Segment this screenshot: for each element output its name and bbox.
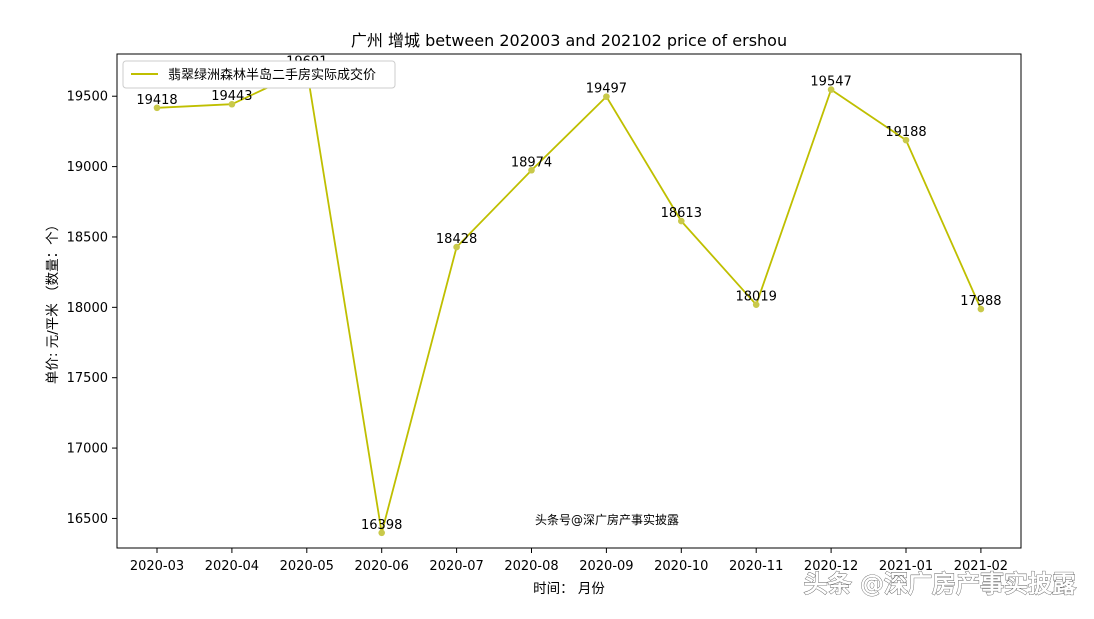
data-label: 18974 [511,155,552,170]
data-label: 18019 [736,290,777,305]
x-tick-label: 2020-12 [804,559,858,574]
x-axis: 2020-03 2020-04 2020-05 2020-06 2020-07 2020-… [130,548,1008,574]
data-point [902,136,910,144]
x-tick-label: 2020-09 [579,559,633,574]
data-point [153,104,161,112]
x-tick-label: 2021-02 [954,559,1008,574]
x-axis-label: 时间： 月份 [533,581,605,597]
legend: 翡翠绿洲森林半岛二手房实际成交价 [122,60,396,89]
y-axis: 16500 17000 17500 18000 18500 19000 19500 [67,90,117,527]
y-tick-label: 17500 [67,371,108,386]
data-label: 18428 [436,232,477,247]
y-tick-label: 19500 [67,90,108,105]
legend-entry-label: 翡翠绿洲森林半岛二手房实际成交价 [168,67,376,83]
data-point [378,529,386,537]
data-label: 19418 [136,93,177,108]
data-point [752,301,760,308]
x-tick-label: 2020-03 [130,559,184,574]
x-tick-label: 2020-05 [280,559,334,574]
x-tick-label: 2020-11 [729,559,783,574]
data-label: 19443 [211,89,252,104]
x-tick-label: 2021-01 [879,559,933,574]
data-label: 19188 [885,125,926,140]
series-line [156,68,982,534]
x-tick-label: 2020-10 [654,559,708,574]
y-tick-label: 19000 [67,160,108,175]
plot-frame [116,53,1022,549]
data-point [603,93,610,100]
chart-title: 广州 增城 between 202003 and 202102 price of… [351,31,787,50]
x-tick-label: 2020-06 [355,559,409,574]
data-label: 19547 [810,75,851,90]
watermark-inline: 头条号@深广房产事实披露 [535,512,679,527]
y-tick-label: 18500 [67,230,108,245]
data-point [977,305,985,313]
data-point [453,243,460,251]
data-point [827,86,835,93]
watermark-corner: 头条 @深广房产事实披露 [804,570,1077,598]
series-layer [153,66,985,537]
data-label: 16398 [361,518,402,533]
x-tick-label: 2020-07 [429,559,483,574]
data-label: 17988 [960,294,1001,309]
legend-box [122,60,396,89]
data-point [528,166,535,174]
x-tick-label: 2020-08 [504,559,558,574]
y-tick-label: 17000 [67,442,108,457]
data-point [678,217,685,225]
x-tick-label: 2020-04 [205,559,259,574]
data-point [228,100,236,108]
data-label: 18613 [661,206,702,221]
data-label: 19497 [586,82,627,97]
y-tick-label: 18000 [67,301,108,316]
data-label-layer: 1941819443196911639818428189741949718613… [136,54,1001,532]
y-tick-label: 16500 [67,512,108,527]
y-axis-label: 单价: 元/平米 （数量：个） [45,218,61,384]
